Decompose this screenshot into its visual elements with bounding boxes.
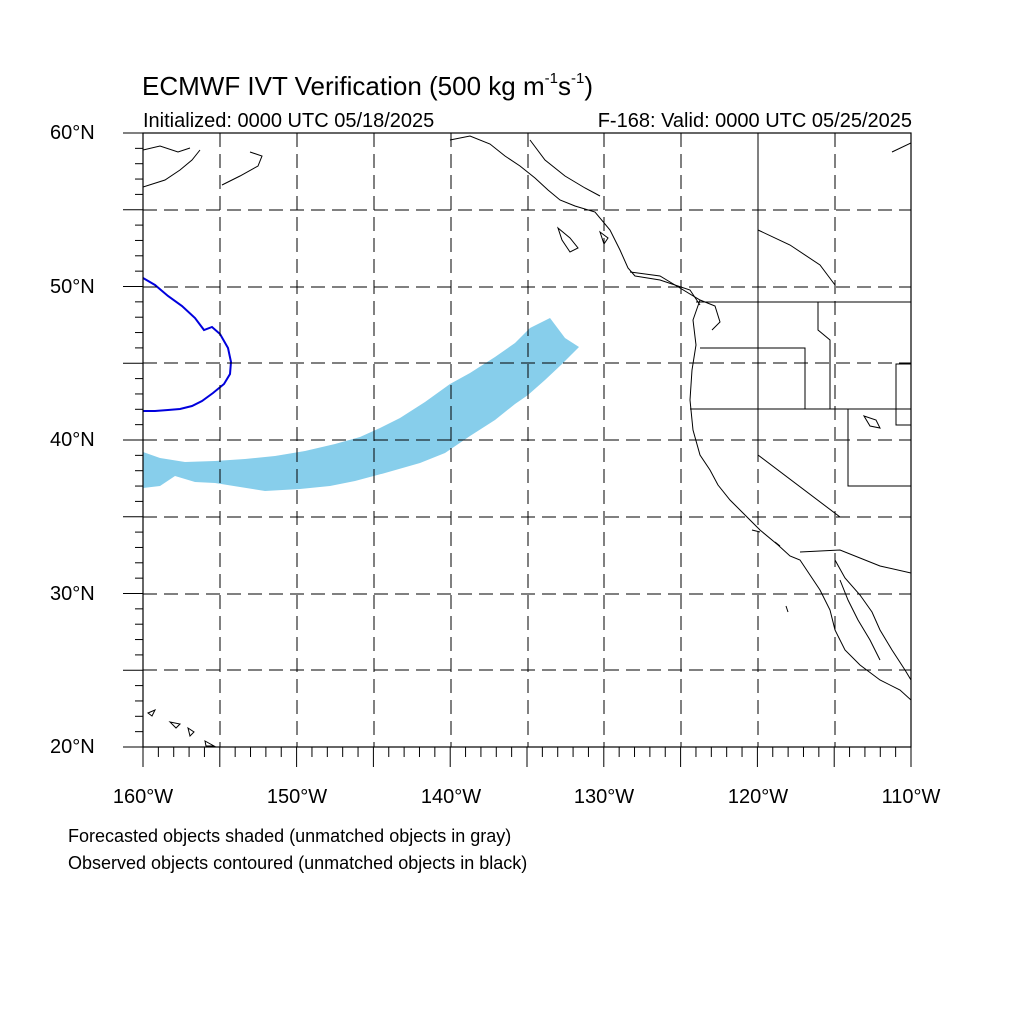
init-time-label: Initialized: 0000 UTC 05/18/2025 [143, 110, 435, 132]
axis-ticks [123, 132, 912, 767]
lat-label-30n: 30°N [50, 583, 95, 605]
map-title: ECMWF IVT Verification (500 kg m-1s-1) [142, 70, 593, 101]
observed-ivt-contour [143, 277, 233, 412]
lat-label-50n: 50°N [50, 276, 95, 298]
footnote-observed: Observed objects contoured (unmatched ob… [68, 853, 528, 873]
lon-label-140w: 140°W [420, 786, 482, 808]
lat-label-40n: 40°N [50, 429, 95, 451]
lon-label-130w: 130°W [573, 786, 635, 808]
graticule [143, 133, 911, 747]
lon-label-110w: 110°W [881, 786, 941, 808]
forecast-ivt-object [143, 318, 579, 491]
lon-label-120w: 120°W [727, 786, 789, 808]
valid-time-label: F-168: Valid: 0000 UTC 05/25/2025 [597, 110, 912, 132]
lat-label-60n: 60°N [50, 122, 95, 144]
lat-label-20n: 20°N [50, 736, 95, 758]
footnote-forecast: Forecasted objects shaded (unmatched obj… [68, 826, 512, 846]
lon-label-150w: 150°W [266, 786, 328, 808]
lon-label-160w: 160°W [112, 786, 174, 808]
